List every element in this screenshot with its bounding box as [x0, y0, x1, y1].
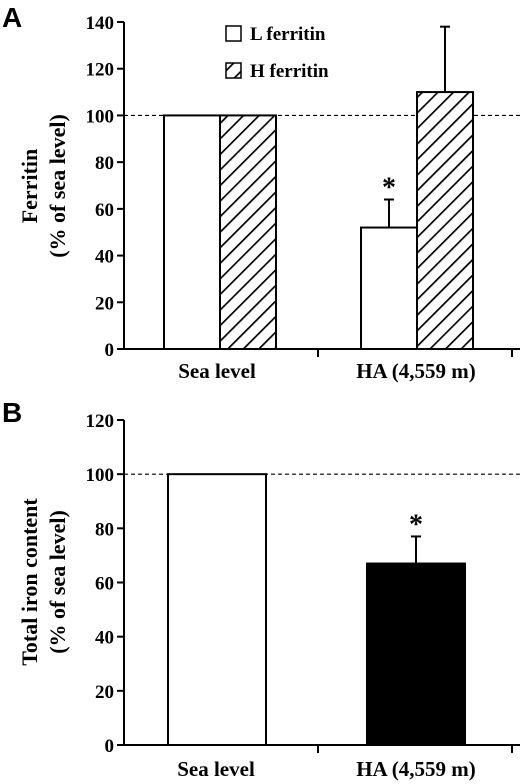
y-tick-label: 120: [86, 60, 115, 81]
panel-a-letter: A: [2, 2, 22, 33]
panel-b: B Total iron content (% of sea level) 0 20…: [2, 397, 520, 781]
legend-swatch: [225, 25, 242, 42]
y-tick-label: 20: [95, 293, 114, 314]
bar: [416, 91, 474, 350]
panel-a-axes: 0 20 40 60 80 100 120 140 Sea level HA (4,559 m): [86, 13, 520, 383]
bar: [163, 114, 221, 350]
panel-a-bars: *: [163, 25, 474, 351]
legend-swatch: [225, 62, 242, 79]
y-tick-label: 100: [86, 465, 115, 486]
panel-a: A Ferritin (% of sea level) 0 20 40 60 80 100 1…: [2, 2, 520, 383]
y-tick-label: 0: [105, 340, 115, 361]
y-axis-title-line: Ferritin: [17, 149, 42, 224]
panel-b-y-axis-title: Total iron content (% of sea level): [17, 498, 70, 666]
bar: [219, 114, 277, 350]
y-tick-label: 40: [95, 247, 114, 268]
y-tick-label: 20: [95, 682, 114, 703]
y-tick-label: 80: [95, 153, 114, 174]
y-tick-label: 80: [95, 519, 114, 540]
legend-label: H ferritin: [250, 61, 329, 82]
y-tick-label: 0: [105, 736, 115, 757]
x-tick-label: HA (4,559 m): [356, 359, 476, 383]
y-tick-label: 60: [95, 574, 114, 595]
significance-marker: *: [382, 173, 396, 204]
panel-b-letter: B: [2, 397, 22, 428]
bar: [360, 226, 418, 351]
x-tick-label: Sea level: [178, 359, 256, 383]
x-tick-label: Sea level: [177, 757, 255, 781]
y-tick-label: 140: [86, 13, 115, 34]
y-tick-label: 100: [86, 106, 115, 127]
bar: [167, 473, 267, 746]
y-tick-label: 60: [95, 200, 114, 221]
panel-a-y-axis-title: Ferritin (% of sea level): [17, 114, 70, 258]
significance-marker: *: [409, 509, 423, 540]
y-axis-title-line: (% of sea level): [45, 510, 70, 654]
panel-b-axes: 0 20 40 60 80 100 120 Sea level HA (4,559 m): [86, 411, 520, 781]
y-tick-label: 40: [95, 628, 114, 649]
y-axis-title-line: Total iron content: [17, 498, 42, 666]
legend-label: L ferritin: [250, 24, 326, 45]
panel-b-bars: *: [167, 473, 466, 747]
bar: [366, 562, 466, 747]
y-tick-label: 120: [86, 411, 115, 432]
panel-a-legend: L ferritin H ferritin: [225, 24, 329, 82]
x-tick-label: HA (4,559 m): [356, 757, 476, 781]
y-axis-title-line: (% of sea level): [45, 114, 70, 258]
